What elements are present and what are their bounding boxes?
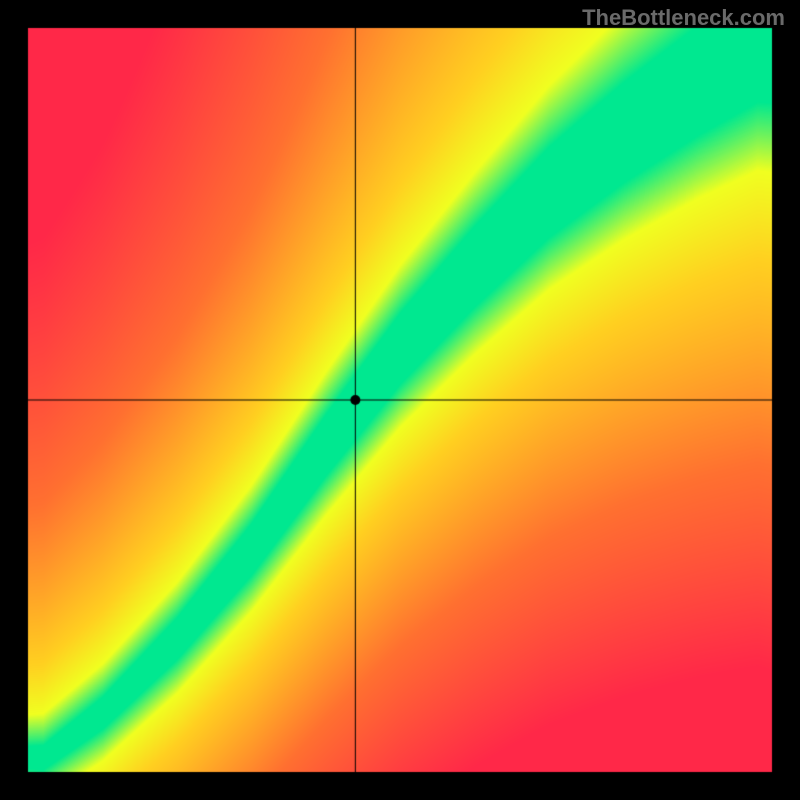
heatmap-canvas [0, 0, 800, 800]
chart-container: TheBottleneck.com [0, 0, 800, 800]
watermark-text: TheBottleneck.com [582, 5, 785, 31]
